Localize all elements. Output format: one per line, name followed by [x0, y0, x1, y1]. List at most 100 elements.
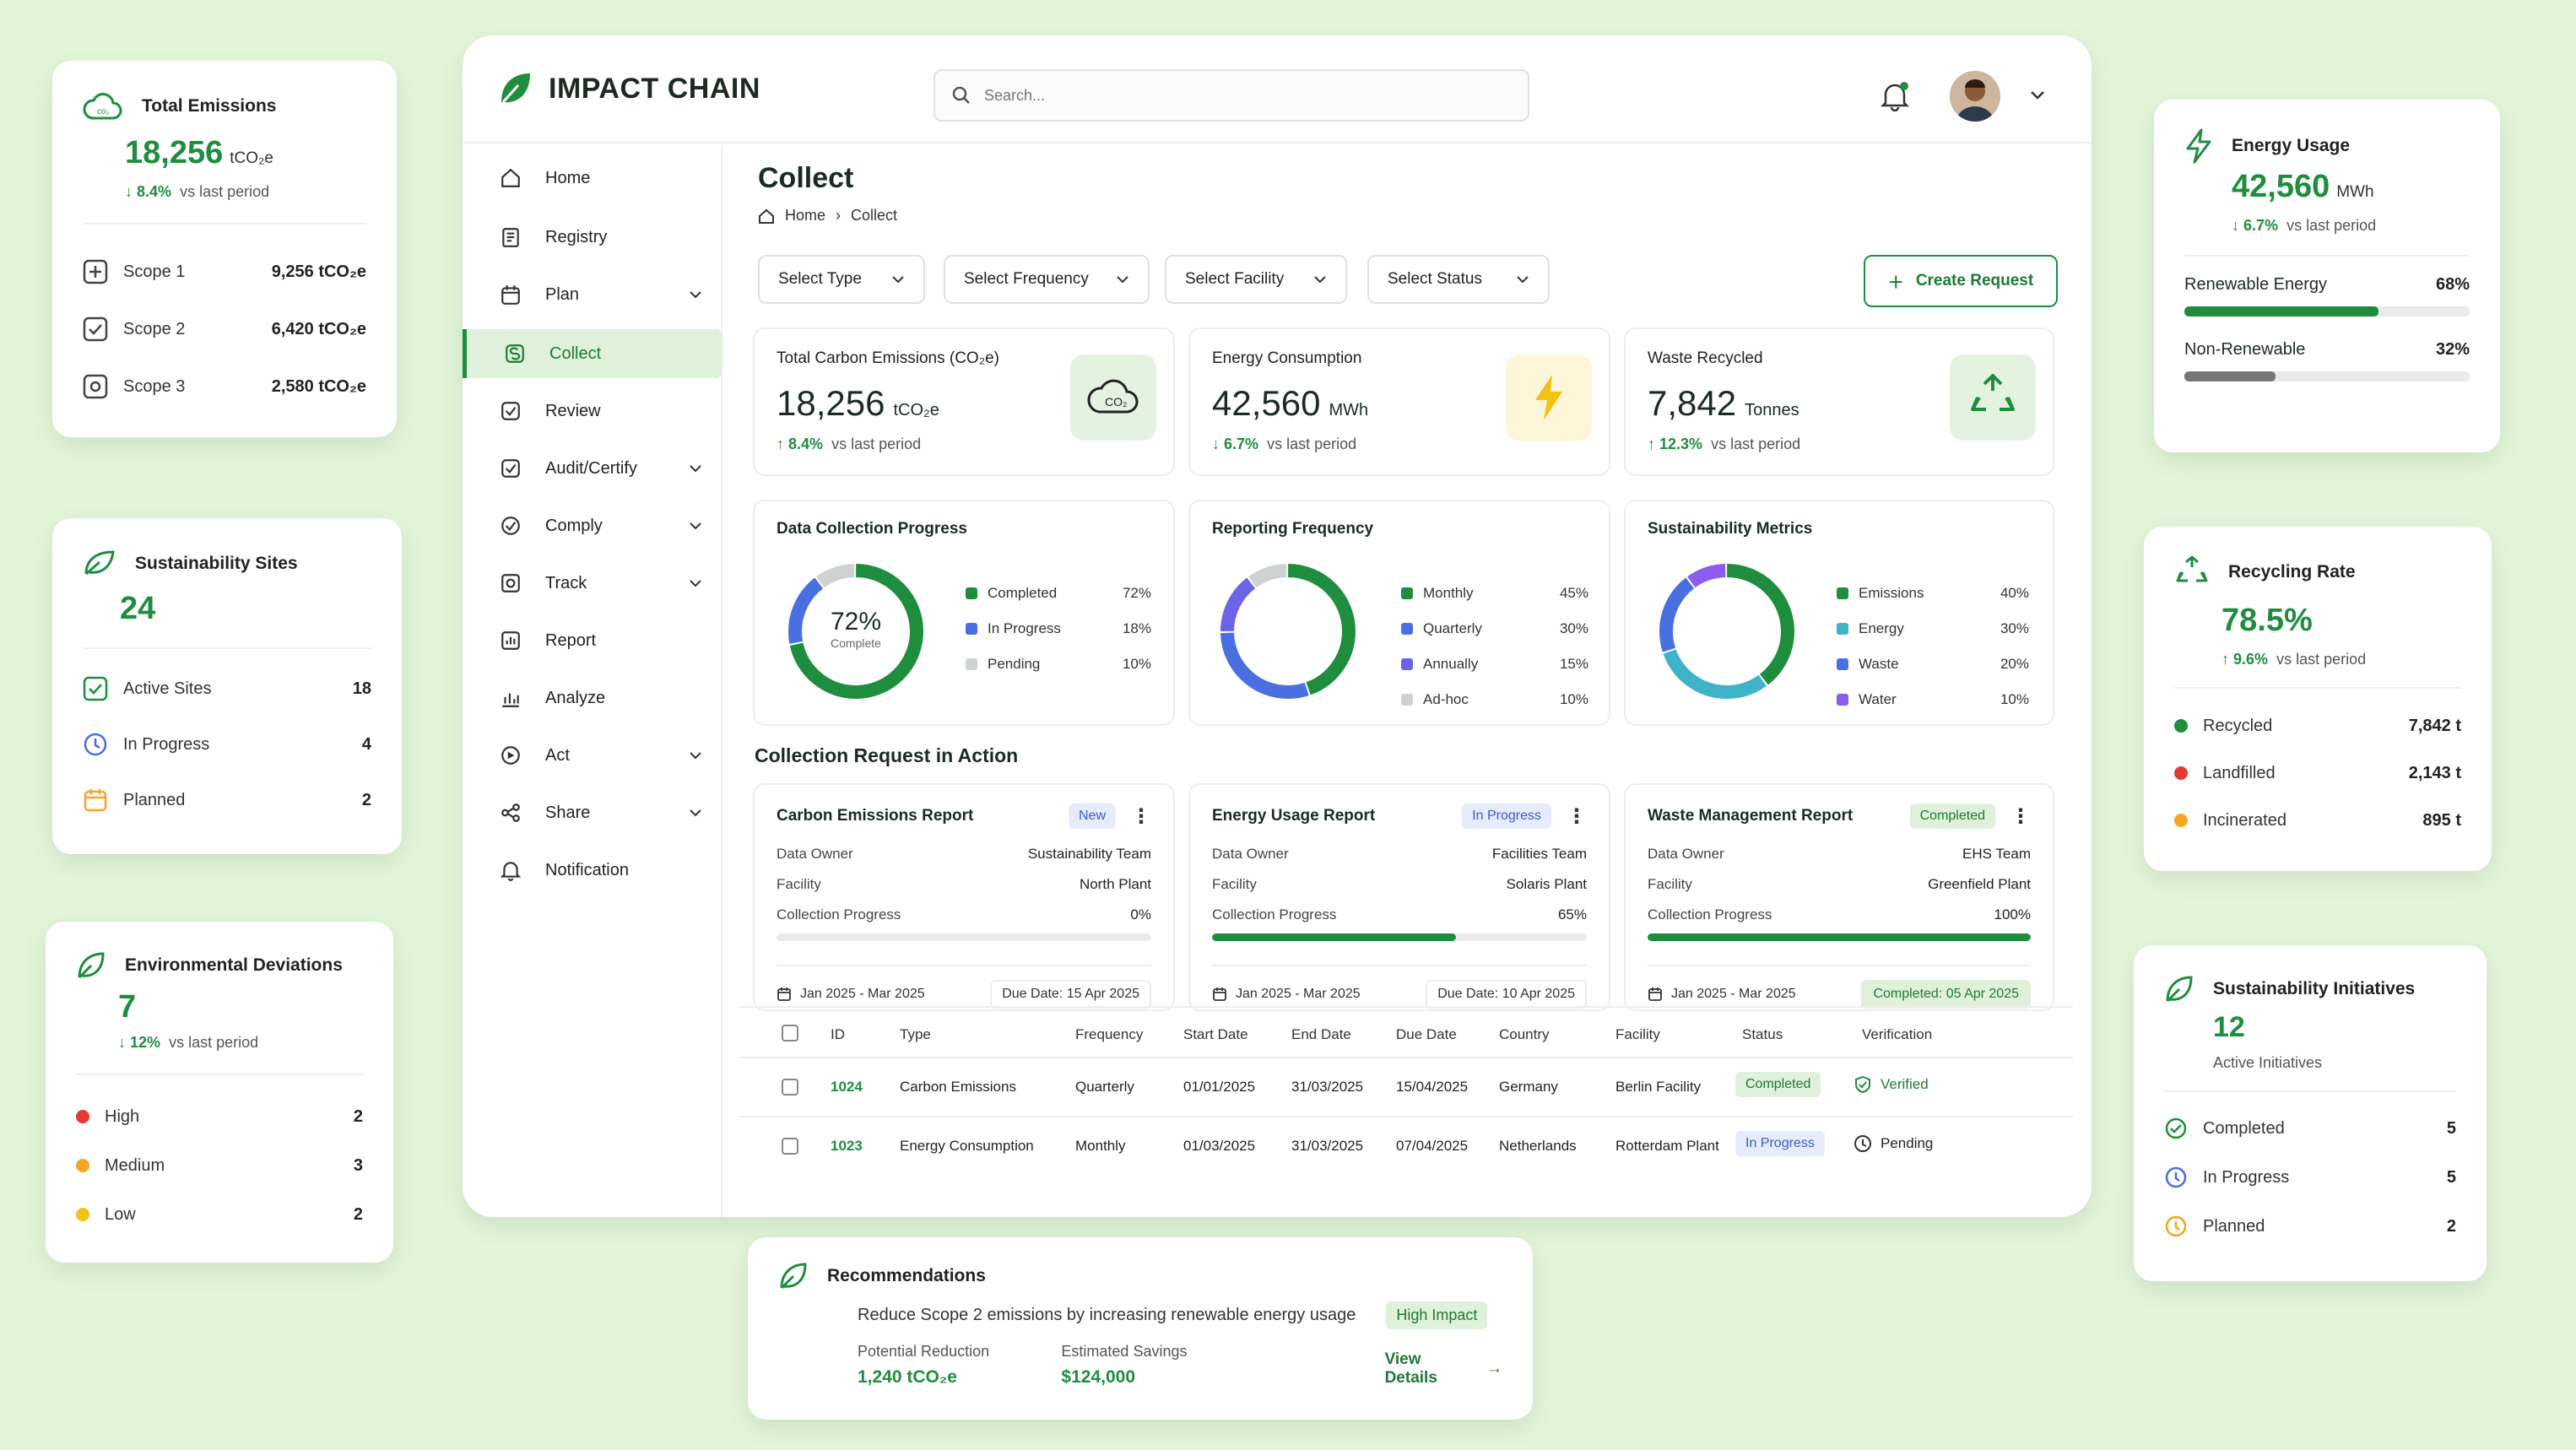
request-id-link[interactable]: 1024: [831, 1079, 863, 1095]
sidebar-item-track[interactable]: Track: [463, 559, 722, 608]
table-cell: Carbon Emissions: [900, 1079, 1016, 1095]
column-header[interactable]: Status: [1742, 1026, 1783, 1042]
kebab-menu-icon[interactable]: ⋮: [1131, 804, 1151, 828]
scope-icon: [83, 317, 108, 342]
table-row[interactable]: 1024 Carbon Emissions Quarterly 01/01/2025 3…: [739, 1058, 2073, 1117]
legend-swatch: [966, 587, 977, 599]
row-checkbox[interactable]: [782, 1079, 798, 1096]
sidebar-item-analyze[interactable]: Analyze: [463, 674, 722, 722]
sidebar-item-report[interactable]: Report: [463, 616, 722, 665]
recommendations-card: Recommendations Reduce Scope 2 emissions…: [748, 1237, 1533, 1420]
status-badge: In Progress: [1735, 1131, 1825, 1156]
donut-slice-quarterly: [1220, 564, 1356, 699]
kebab-menu-icon[interactable]: ⋮: [1567, 804, 1587, 828]
data-collection-progress-panel: Data Collection Progress 72% Complete Co…: [753, 500, 1175, 726]
view-details-link[interactable]: View Details →: [1384, 1350, 1502, 1387]
request-card[interactable]: Carbon Emissions Report New ⋮ Data Owner Sus…: [753, 783, 1175, 1011]
donut-center-label: Complete: [831, 636, 881, 650]
sidebar-item-registry[interactable]: Registry: [463, 213, 722, 262]
card-title: Sustainability Sites: [135, 554, 298, 573]
legend-item: Completed 72%: [966, 576, 1151, 611]
column-header[interactable]: End Date: [1291, 1026, 1351, 1042]
sidebar-item-label: Analyze: [545, 688, 606, 707]
total-emissions-card: co₂ Total Emissions 18,256 tCO₂e ↓ 8.4% v…: [52, 61, 397, 437]
request-card[interactable]: Waste Management Report Completed ⋮ Data Ow…: [1624, 783, 2054, 1011]
avatar[interactable]: [1950, 71, 2000, 122]
legend-swatch: [966, 658, 977, 670]
sidebar-item-share[interactable]: Share: [463, 788, 722, 837]
sidebar-item-plan[interactable]: Plan: [463, 270, 722, 319]
donut-slice-emissions: [1659, 564, 1794, 699]
calendar-icon: [1648, 987, 1663, 1002]
filter-facility-select[interactable]: Select Facility: [1165, 255, 1347, 304]
list-item: Scope 3 2,580 tCO₂e: [83, 358, 366, 415]
sidebar-item-collect[interactable]: Collect: [463, 329, 722, 378]
donut-slice-in-progress: [788, 564, 923, 699]
card-title: Recycling Rate: [2228, 562, 2356, 582]
column-header[interactable]: Start Date: [1183, 1026, 1248, 1042]
search-input[interactable]: [984, 86, 1491, 105]
check-square-icon: [83, 676, 108, 701]
collection-progress-bar: [1648, 933, 2031, 941]
home-icon[interactable]: [758, 208, 775, 224]
column-header[interactable]: ID: [831, 1026, 845, 1042]
select-all-checkbox[interactable]: [782, 1025, 798, 1042]
table-row[interactable]: 1023 Energy Consumption Monthly 01/03/2025 3…: [739, 1117, 2073, 1177]
kpi-value: 7,842: [1648, 383, 1737, 423]
kebab-menu-icon[interactable]: ⋮: [2010, 804, 2031, 828]
requests-table: ID Type Frequency Start Date End Date Due Dat…: [739, 1006, 2073, 1183]
chevron-down-icon[interactable]: [2029, 89, 2046, 101]
list-item: Medium 3: [76, 1141, 363, 1190]
legend-item: Emissions 40%: [1837, 576, 2029, 611]
column-header[interactable]: Due Date: [1396, 1026, 1457, 1042]
chevron-down-icon: [689, 751, 702, 760]
request-card[interactable]: Energy Usage Report In Progress ⋮ Data Owne…: [1188, 783, 1610, 1011]
column-header[interactable]: Verification: [1862, 1026, 1933, 1042]
sidebar-item-home[interactable]: Home: [463, 154, 722, 203]
chevron-down-icon: [1313, 275, 1327, 284]
sidebar-item-review[interactable]: Review: [463, 387, 722, 436]
table-cell: 15/04/2025: [1396, 1079, 1469, 1095]
list-item: Completed 5: [2164, 1104, 2456, 1153]
sidebar-item-audit-certify[interactable]: Audit/Certify: [463, 444, 722, 493]
sidebar-item-comply[interactable]: Comply: [463, 501, 722, 550]
calendar-icon: [777, 987, 792, 1002]
non-renewable-progress-bar: [2184, 371, 2470, 381]
filter-frequency-select[interactable]: Select Frequency: [944, 255, 1150, 304]
column-header[interactable]: Type: [900, 1026, 931, 1042]
list-item: Renewable Energy 68%: [2184, 275, 2470, 294]
list-item: Non-Renewable 32%: [2184, 340, 2470, 359]
donut-center-value: 72%: [830, 608, 882, 636]
analyze-icon: [498, 687, 523, 709]
row-checkbox[interactable]: [782, 1138, 798, 1155]
lightning-icon: [2184, 128, 2213, 164]
environmental-deviations-card: Environmental Deviations 7 ↓ 12% vs last…: [46, 922, 393, 1263]
trend-down-icon: ↓: [125, 183, 138, 200]
initiatives-subtitle: Active Initiatives: [2213, 1054, 2323, 1071]
legend-swatch: [1401, 658, 1413, 670]
column-header[interactable]: Country: [1499, 1026, 1550, 1042]
search-bar[interactable]: [934, 69, 1529, 122]
column-header[interactable]: Facility: [1615, 1026, 1660, 1042]
recycle-icon: [2174, 555, 2210, 589]
sidebar-item-notification[interactable]: Notification: [463, 846, 722, 895]
create-request-button[interactable]: ＋ Create Request: [1864, 255, 2058, 307]
notification-bell-icon[interactable]: [1881, 81, 1909, 111]
column-header[interactable]: Frequency: [1075, 1026, 1144, 1042]
table-cell: Netherlands: [1499, 1138, 1577, 1154]
breadcrumb-home[interactable]: Home: [785, 207, 826, 224]
low-dot-icon: [76, 1208, 89, 1221]
calendar-icon: [1212, 987, 1227, 1002]
recycle-icon: [1950, 354, 2036, 441]
legend-item: Monthly 45%: [1401, 576, 1588, 611]
sidebar-item-act[interactable]: Act: [463, 731, 722, 780]
energy-value: 42,560: [2232, 169, 2330, 204]
clock-icon: [2164, 1166, 2188, 1189]
filter-status-select[interactable]: Select Status: [1367, 255, 1550, 304]
table-cell: 31/03/2025: [1291, 1079, 1364, 1095]
card-title: Sustainability Initiatives: [2213, 979, 2416, 998]
filter-type-select[interactable]: Select Type: [758, 255, 925, 304]
comply-icon: [498, 515, 523, 537]
request-id-link[interactable]: 1023: [831, 1138, 863, 1154]
list-item: Landfilled 2,143 t: [2174, 749, 2461, 797]
